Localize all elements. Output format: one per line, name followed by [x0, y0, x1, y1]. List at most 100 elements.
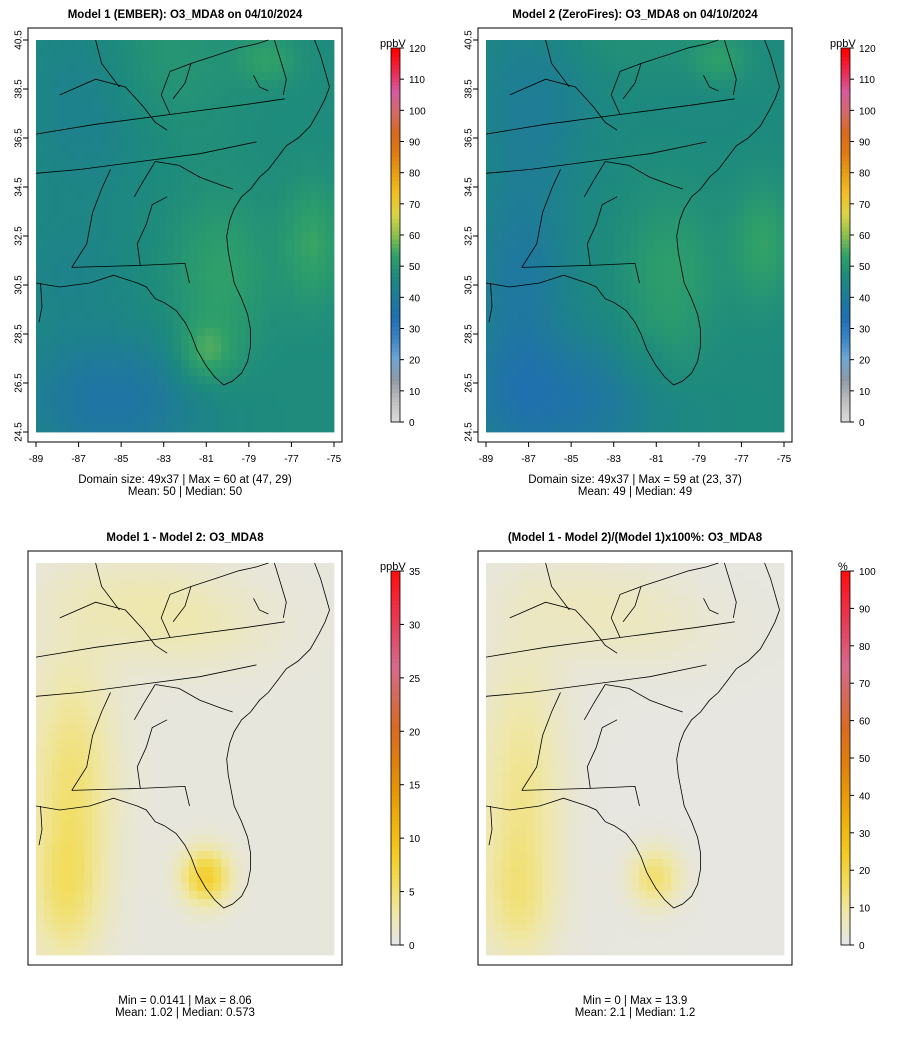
heatmap-cell	[582, 376, 592, 385]
heatmap-cell	[293, 72, 303, 81]
colorbar-segment	[391, 376, 400, 382]
heatmap-cell	[711, 152, 720, 161]
heatmap-cell	[285, 603, 295, 612]
heatmap-cell	[526, 192, 535, 201]
heatmap-cell	[116, 763, 125, 772]
heatmap-cell	[277, 144, 287, 153]
heatmap-cell	[518, 96, 527, 105]
heatmap-cell	[655, 160, 664, 169]
y-tick-label: 30.5	[464, 275, 475, 295]
heatmap-cell	[189, 739, 198, 748]
heatmap-cell	[148, 192, 158, 201]
heatmap-cell	[269, 675, 279, 684]
heatmap-cell	[574, 248, 584, 257]
heatmap-cell	[566, 408, 575, 417]
heatmap-cell	[301, 627, 311, 636]
heatmap-cell	[285, 731, 295, 740]
heatmap-cell	[695, 392, 704, 401]
heatmap-cell	[735, 280, 745, 289]
heatmap-cell	[711, 264, 720, 273]
heatmap-cell	[189, 675, 198, 684]
state-border	[521, 169, 561, 268]
heatmap-cell	[614, 408, 624, 417]
heatmap-cell	[518, 280, 527, 289]
heatmap-cell	[566, 288, 575, 297]
heatmap-cell	[205, 248, 214, 257]
heatmap-cell	[269, 88, 279, 97]
heatmap-cell	[735, 400, 745, 409]
heatmap-cell	[189, 763, 198, 772]
heatmap-cell	[44, 416, 53, 425]
heatmap-cell	[253, 392, 262, 401]
heatmap-cell	[293, 635, 303, 644]
heatmap-cell	[494, 40, 503, 49]
heatmap-cell	[164, 691, 174, 700]
heatmap-cell	[277, 571, 287, 580]
heatmap-cell	[100, 691, 109, 700]
heatmap-cell	[132, 360, 142, 369]
heatmap-cell	[285, 152, 295, 161]
heatmap-cell	[687, 408, 696, 417]
heatmap-cell	[140, 120, 150, 129]
heatmap-cell	[518, 392, 527, 401]
colorbar-segment	[841, 126, 850, 132]
heatmap-cell	[622, 216, 632, 225]
heatmap-cell	[719, 416, 729, 425]
heatmap-cell	[84, 739, 93, 748]
heatmap-cell	[317, 168, 327, 177]
heatmap-cell	[180, 328, 190, 337]
heatmap-cell	[44, 723, 53, 732]
heatmap-cell	[743, 216, 753, 225]
heatmap-cell	[132, 152, 142, 161]
heatmap-cell	[205, 40, 214, 49]
heatmap-cell	[132, 683, 142, 692]
heatmap-cell	[502, 64, 511, 73]
heatmap-cell	[124, 112, 134, 121]
heatmap-cell	[301, 208, 311, 217]
colorbar-segment	[841, 322, 850, 328]
axes: -89 -87 -85 -83 -81 -79 -77 -7524.526.528.530.5…	[14, 30, 342, 465]
heatmap-cell	[502, 424, 511, 433]
heatmap-cell	[558, 248, 567, 257]
heatmap-cell	[719, 144, 729, 153]
heatmap-cell	[68, 739, 77, 748]
heatmap-cell	[269, 128, 279, 137]
heatmap-cell	[132, 731, 142, 740]
heatmap-cell	[325, 739, 335, 748]
heatmap-cell	[775, 224, 785, 233]
heatmap-cell	[277, 675, 287, 684]
heatmap-cell	[687, 392, 696, 401]
heatmap-cell	[614, 104, 624, 113]
heatmap-cell	[655, 48, 664, 57]
heatmap-cell	[309, 256, 319, 265]
heatmap-cell	[711, 184, 720, 193]
heatmap-cell	[309, 627, 319, 636]
heatmap-cell	[277, 320, 287, 329]
heatmap-cell	[735, 128, 745, 137]
heatmap-cell	[261, 48, 270, 57]
heatmap-cell	[566, 136, 575, 145]
heatmap-cell	[60, 755, 69, 764]
heatmap-cell	[52, 152, 61, 161]
heatmap-cell	[60, 747, 69, 756]
heatmap-cell	[116, 184, 125, 193]
heatmap-cell	[293, 667, 303, 676]
heatmap-cell	[598, 216, 608, 225]
heatmap-cell	[213, 144, 222, 153]
heatmap-cell	[229, 264, 238, 273]
heatmap-cell	[526, 416, 535, 425]
heatmap-cell	[116, 64, 125, 73]
heatmap-cell	[164, 723, 174, 732]
heatmap-cell	[261, 128, 270, 137]
heatmap-cell	[317, 771, 327, 780]
heatmap-cell	[197, 112, 206, 121]
heatmap-cell	[148, 304, 158, 313]
heatmap-cell	[164, 627, 174, 636]
heatmap-cell	[108, 408, 117, 417]
heatmap-cell	[100, 120, 109, 129]
heatmap-cell	[221, 763, 230, 772]
heatmap-cell	[36, 232, 45, 241]
heatmap-cell	[542, 336, 551, 345]
heatmap-cell	[172, 272, 182, 281]
colorbar-segment	[841, 347, 850, 352]
